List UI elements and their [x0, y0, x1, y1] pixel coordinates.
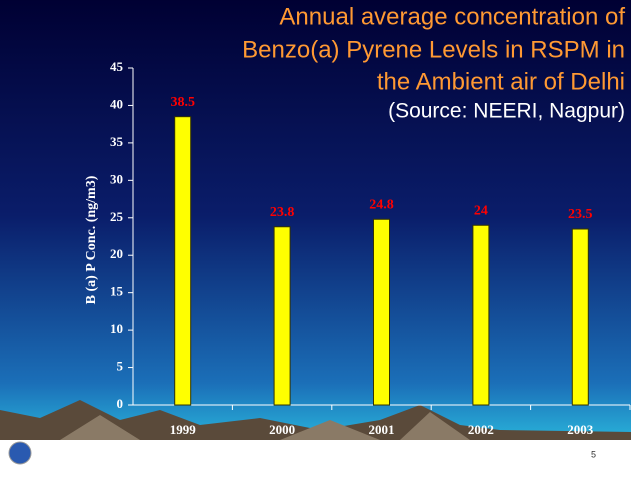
y-tick-label: 0 — [117, 396, 124, 411]
x-tick-label: 2000 — [269, 422, 295, 437]
y-tick-label: 35 — [110, 134, 124, 149]
y-tick-label: 15 — [110, 284, 124, 299]
logo — [8, 441, 32, 465]
x-tick-label: 2001 — [369, 422, 395, 437]
mountains — [0, 400, 631, 440]
value-label: 38.5 — [170, 95, 195, 110]
footer-author: M.P. Walsh — [287, 450, 336, 461]
bar — [472, 224, 490, 406]
value-label: 23.8 — [270, 205, 295, 220]
y-axis-label: B (a) P Conc. (ng/m3) — [84, 175, 99, 304]
bar — [373, 218, 390, 406]
y-tick-label: 5 — [117, 359, 124, 374]
y-tick-label: 10 — [110, 321, 123, 336]
y-tick-label: 45 — [110, 59, 124, 74]
value-label: 24 — [474, 203, 488, 218]
value-label: 24.8 — [369, 197, 394, 212]
y-tick-label: 40 — [110, 96, 123, 111]
y-tick-label: 25 — [110, 209, 124, 224]
value-label: 23.5 — [568, 207, 593, 222]
x-tick-label: 2003 — [567, 422, 594, 437]
footer-band — [0, 440, 631, 479]
x-tick-label: 1999 — [170, 422, 197, 437]
bar — [273, 226, 291, 406]
y-tick-label: 20 — [110, 246, 123, 261]
chart-title: the Ambient air of Delhi — [377, 68, 625, 95]
mountain-highlights — [60, 412, 470, 440]
page-number: 5 — [591, 449, 596, 459]
bar — [174, 116, 192, 406]
chart-title: Annual average concentration of — [279, 3, 625, 30]
y-tick-label: 30 — [110, 171, 123, 186]
chart-title: Benzo(a) Pyrene Levels in RSPM in — [242, 36, 625, 63]
x-tick-label: 2002 — [468, 422, 494, 437]
bar — [571, 228, 589, 406]
x-axis-label: Year — [315, 450, 349, 469]
chart-subtitle: (Source: NEERI, Nagpur) — [388, 100, 625, 123]
